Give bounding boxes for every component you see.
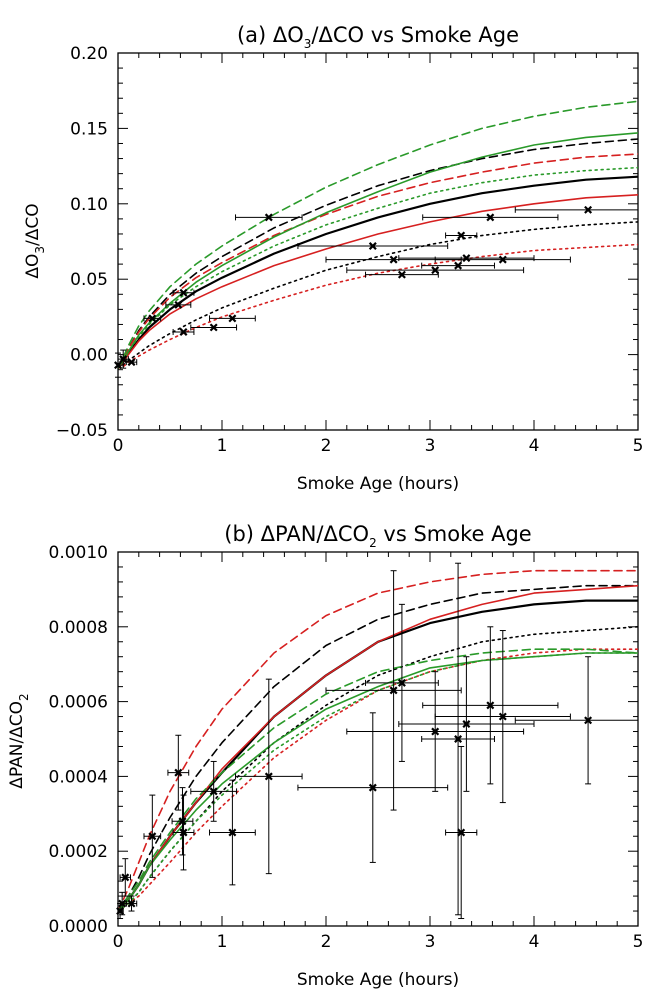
data-point (584, 716, 593, 725)
data-point (431, 266, 440, 275)
data-point (389, 255, 398, 264)
x-tick-label: 0 (113, 436, 124, 456)
panel-b-y-axis-label: ΔPAN/ΔCO2 (7, 693, 31, 788)
data-point (179, 288, 188, 297)
green-dash-curve (118, 648, 638, 912)
green-solid-curve (118, 132, 638, 370)
y-tick-label: 0.0000 (49, 917, 108, 937)
data-point (121, 873, 130, 882)
data-point (457, 828, 466, 837)
panel-b: (b) ΔPAN/ΔCO2 vs Smoke Age 0 1 2 3 4 50.00000… (7, 522, 643, 990)
panel-a-x-axis-label: Smoke Age (hours) (297, 474, 459, 494)
data-point (462, 254, 471, 263)
data-point (368, 783, 377, 792)
model-curves (118, 569, 638, 913)
data-point (264, 213, 273, 222)
black-dot-curve (118, 221, 638, 370)
red-solid-curve (118, 584, 638, 912)
x-tick-label: 3 (425, 932, 436, 952)
green-solid-curve (118, 652, 638, 912)
data-point (584, 205, 593, 214)
y-tick-label: 0.20 (70, 44, 108, 64)
y-tick-label: 0.05 (70, 270, 108, 290)
green-dot-curve (118, 652, 638, 912)
data-point (114, 361, 122, 370)
red-dash-curve (118, 153, 638, 370)
data-point (209, 787, 218, 796)
data-point (389, 686, 398, 695)
x-tick-label: 5 (633, 436, 644, 456)
observations (116, 562, 639, 920)
data-point (264, 772, 273, 781)
y-tick-label: 0.10 (70, 195, 108, 215)
y-tick-label: 0.0008 (49, 618, 108, 638)
y-tick-label: 0.0004 (49, 767, 108, 787)
red-solid-curve (118, 194, 638, 370)
data-point (209, 323, 218, 332)
data-point (178, 817, 187, 826)
panel-b-x-axis-label: Smoke Age (hours) (297, 970, 459, 990)
x-tick-label: 5 (633, 932, 644, 952)
data-point (228, 314, 237, 323)
panel-b-plot-area: 0 1 2 3 4 5 0.0000 0.0002 0.0004 0.0006 0.0008 0.00… (49, 543, 644, 952)
y-tick-label: 0.15 (70, 119, 108, 139)
black-solid-curve (118, 175, 638, 370)
black-dash-curve (118, 584, 638, 912)
data-point (228, 828, 237, 837)
x-tick-label: 2 (321, 436, 332, 456)
plot-frame (117, 52, 639, 431)
data-point (397, 270, 406, 279)
data-point (486, 701, 495, 710)
y-tick-label: 0.0006 (49, 693, 108, 713)
data-point (454, 261, 463, 270)
green-dash-curve (118, 100, 638, 370)
data-point (397, 678, 406, 687)
x-tick-label: 1 (217, 932, 228, 952)
data-point (368, 242, 377, 251)
black-solid-curve (118, 599, 638, 913)
data-point (431, 727, 440, 736)
x-tick-label: 0 (113, 932, 124, 952)
x-tick-label: 2 (321, 932, 332, 952)
plot-frame (117, 551, 639, 927)
data-point (174, 300, 183, 309)
data-point (457, 231, 466, 240)
panel-a-plot-area: 0 1 2 3 4 5 −0.05 0.00 0.05 0.10 0.15 0.20 (56, 44, 644, 456)
data-point (127, 899, 136, 908)
red-dash-curve (118, 569, 638, 912)
x-tick-label: 4 (529, 932, 540, 952)
data-point (498, 255, 507, 264)
data-point (454, 735, 463, 743)
panel-b-title: (b) ΔPAN/ΔCO2 vs Smoke Age (224, 522, 531, 550)
y-tick-label: 0.0002 (49, 842, 108, 862)
panel-a-title: (a) ΔO3/ΔCO vs Smoke Age (237, 23, 519, 51)
y-tick-label: 0.0010 (49, 543, 108, 563)
data-point (462, 720, 471, 729)
red-dot-curve (118, 243, 638, 370)
red-dot-curve (118, 648, 638, 912)
y-tick-label: −0.05 (56, 421, 108, 441)
data-point (127, 358, 136, 367)
green-dot-curve (118, 166, 638, 370)
model-curves (118, 100, 638, 370)
panel-a: (a) ΔO3/ΔCO vs Smoke Age 0 1 2 3 4 5 −0.05 0.00… (23, 23, 643, 494)
y-tick-label: 0.00 (70, 346, 108, 366)
panel-a-y-axis-label: ΔO3/ΔCO (23, 203, 47, 278)
observations (114, 205, 639, 378)
data-point (174, 768, 183, 777)
data-point (148, 832, 157, 841)
data-point (498, 712, 507, 721)
black-dot-curve (118, 625, 638, 912)
data-point (119, 355, 128, 364)
x-tick-label: 3 (425, 436, 436, 456)
x-tick-label: 4 (529, 436, 540, 456)
data-point (148, 314, 157, 323)
x-tick-label: 1 (217, 436, 228, 456)
data-point (118, 899, 127, 908)
data-point (179, 328, 188, 336)
data-point (179, 828, 188, 837)
data-point (486, 213, 495, 222)
